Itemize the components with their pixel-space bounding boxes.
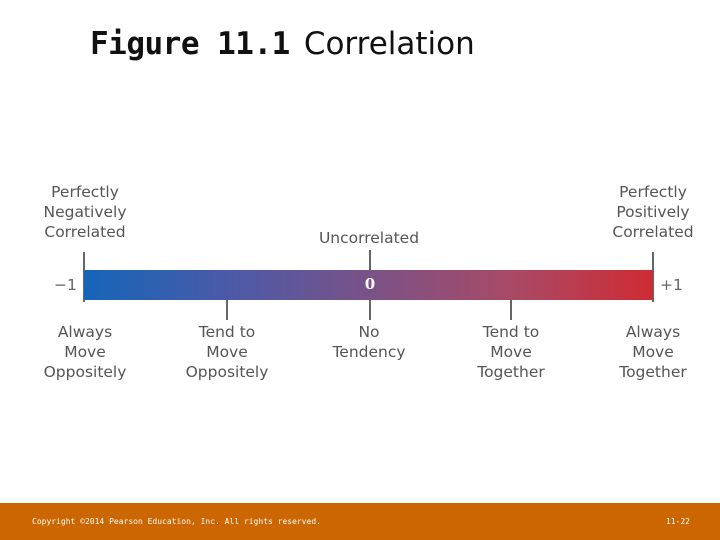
label-line: Tendency	[332, 343, 406, 361]
label-no-tendency: No Tendency	[309, 322, 429, 362]
slide-title: Figure 11.1 Correlation	[90, 26, 475, 62]
minus-one-label: −1	[54, 276, 77, 294]
label-tend-oppositely: Tend to Move Oppositely	[167, 322, 287, 382]
label-perfectly-negative: Perfectly Negatively Correlated	[25, 182, 145, 242]
label-line: Move	[632, 343, 674, 361]
figure-subtitle: Correlation	[303, 26, 475, 62]
label-line: Perfectly	[619, 183, 687, 201]
tick-tend-oppositely	[226, 300, 228, 320]
label-line: Oppositely	[185, 363, 269, 381]
label-perfectly-positive: Perfectly Positively Correlated	[593, 182, 713, 242]
label-tend-together: Tend to Move Together	[451, 322, 571, 382]
label-line: Together	[477, 363, 545, 381]
figure-number: Figure 11.1	[90, 26, 290, 62]
label-always-oppositely: Always Move Oppositely	[25, 322, 145, 382]
label-line: Tend to	[198, 323, 256, 341]
label-line: Move	[64, 343, 106, 361]
label-line: Tend to	[482, 323, 540, 341]
label-line: Uncorrelated	[318, 229, 420, 247]
tick-no-tendency	[369, 300, 371, 320]
plus-one-label: +1	[660, 276, 683, 294]
label-line: Perfectly	[51, 183, 119, 201]
label-line: Always	[625, 323, 681, 341]
correlation-scale-bar	[84, 270, 653, 300]
label-line: No	[358, 323, 380, 341]
page-number: 11-22	[665, 517, 690, 526]
label-line: Move	[206, 343, 248, 361]
label-line: Oppositely	[43, 363, 127, 381]
footer-bar: Copyright ©2014 Pearson Education, Inc. …	[0, 503, 720, 540]
label-line: Correlated	[44, 223, 126, 241]
label-line: Move	[490, 343, 532, 361]
label-uncorrelated: Uncorrelated	[309, 228, 429, 248]
label-line: Positively	[616, 203, 690, 221]
tick-tend-together	[510, 300, 512, 320]
label-line: Negatively	[43, 203, 127, 221]
label-line: Always	[57, 323, 113, 341]
left-end-tick	[83, 252, 85, 302]
copyright-text: Copyright ©2014 Pearson Education, Inc. …	[32, 517, 321, 526]
label-line: Correlated	[612, 223, 694, 241]
zero-label: 0	[364, 275, 376, 293]
zero-tick-top	[369, 250, 371, 270]
label-always-together: Always Move Together	[593, 322, 713, 382]
label-line: Together	[619, 363, 687, 381]
